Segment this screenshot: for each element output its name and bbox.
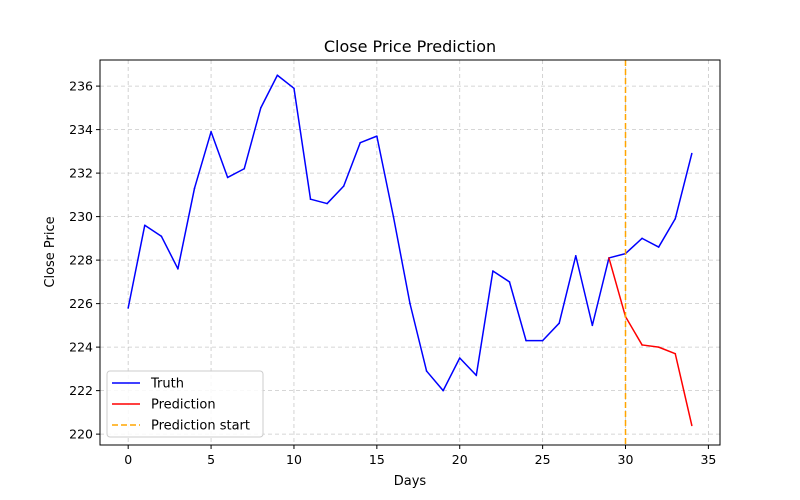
truth-point [359,141,362,144]
truth-point [657,246,660,248]
y-tick-label: 230 [69,209,93,224]
y-tick-label: 234 [69,122,93,137]
truth-point [425,370,428,372]
truth-point [591,324,594,327]
truth-point [558,322,560,324]
truth-point [260,107,262,109]
x-tick-label: 10 [286,452,302,467]
legend-label-prediction: Prediction [151,398,216,413]
truth-point [276,74,279,77]
truth-point [525,339,527,342]
y-tick-label: 224 [69,340,93,355]
x-tick-label: 20 [452,452,468,467]
x-tick-label: 30 [618,452,634,467]
truth-point [574,254,577,257]
legend: Truth Prediction Prediction start [106,370,264,438]
series-layer [127,60,693,445]
truth-point [458,357,461,359]
truth-point [243,167,246,170]
truth-point [226,176,229,179]
chart-title: Close Price Prediction [324,37,496,56]
truth-point [492,270,494,272]
truth-point [508,281,511,283]
y-axis-label: Close Price [43,216,58,287]
y-tick-label: 236 [69,79,93,94]
x-axis: 0 5 10 15 20 25 30 35 [124,445,716,467]
prediction-series-line [608,257,693,426]
truth-point [293,87,295,90]
truth-point [326,202,328,205]
truth-point [342,185,345,187]
truth-point [309,198,312,201]
y-tick-label: 226 [69,296,93,311]
prediction-point [641,344,643,346]
legend-label-truth: Truth [150,377,184,392]
truth-point [127,307,129,309]
x-tick-label: 0 [124,452,132,467]
prediction-point [674,352,677,355]
x-axis-label: Days [394,474,427,489]
truth-point [210,130,212,133]
truth-point [641,237,643,240]
y-tick-label: 222 [69,383,93,398]
legend-box [106,370,264,438]
x-tick-label: 25 [535,452,551,467]
truth-point [674,217,677,220]
x-tick-label: 35 [700,452,716,467]
truth-point [177,268,179,270]
truth-series-line [127,74,693,392]
prediction-point [691,424,693,427]
truth-point [376,135,378,137]
truth-point [409,302,411,305]
y-tick-label: 228 [69,253,93,268]
x-tick-label: 5 [207,452,215,467]
truth-point [475,374,478,377]
truth-point [392,215,395,218]
plot-frame [99,59,721,446]
prediction-point [657,346,660,348]
truth-point [691,152,693,155]
truth-point [143,224,146,227]
prediction-point [608,257,610,259]
truth-point [193,187,196,190]
y-axis: 220 222 224 226 228 230 232 234 236 [69,79,100,442]
legend-label-prediction-start: Prediction start [151,419,250,434]
truth-point [541,339,544,342]
truth-point [442,389,444,392]
x-tick-label: 15 [369,452,385,467]
y-tick-label: 220 [69,427,93,442]
y-tick-label: 232 [69,166,93,181]
truth-point [160,235,163,237]
